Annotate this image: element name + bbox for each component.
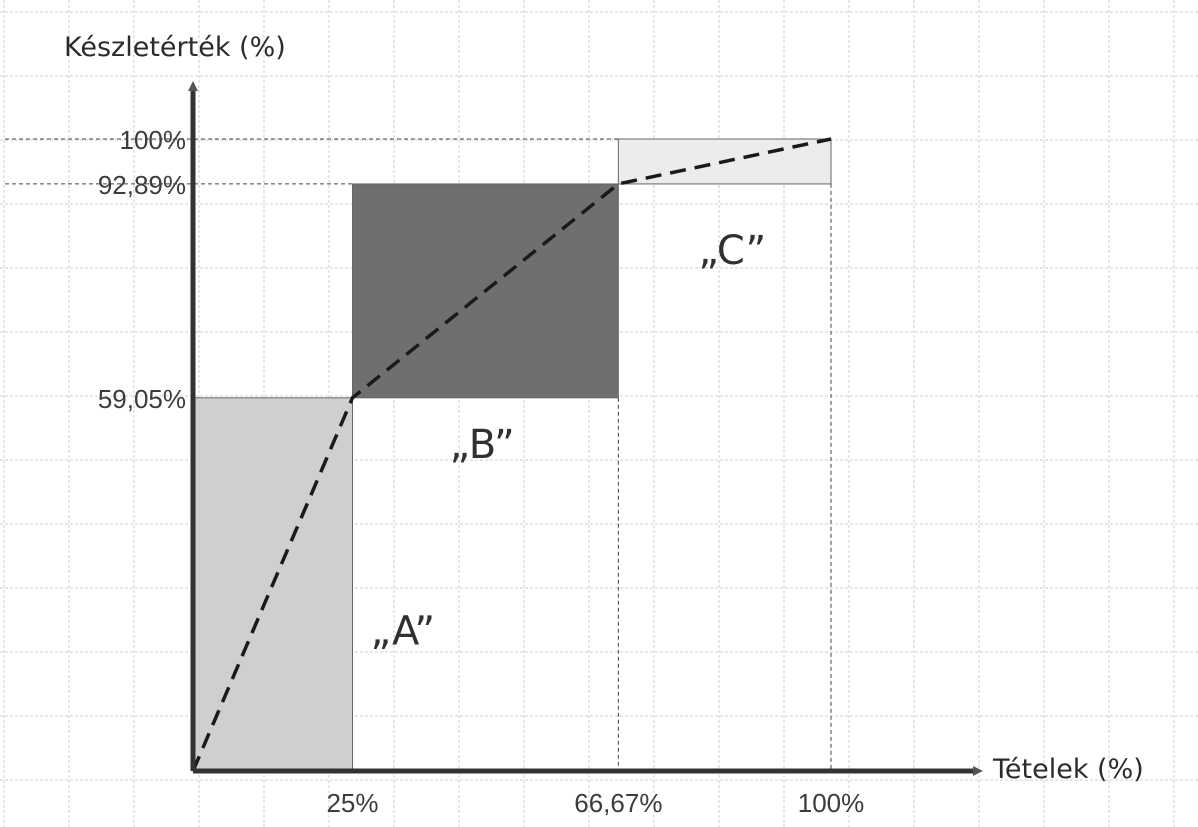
cumulative-curve <box>191 137 832 772</box>
class-label-a: „A” <box>371 609 436 655</box>
y-tick-label: 100% <box>120 125 187 155</box>
cumulative-curve-layer <box>191 137 832 772</box>
y-tick-label: 59,05% <box>98 384 186 414</box>
class-label-b: „B” <box>450 422 515 468</box>
x-axis-title: Tételek (%) <box>992 754 1144 785</box>
labels-layer: Készletérték (%) Tételek (%) 25% 66,67% 10… <box>64 32 1144 818</box>
x-tick-label: 100% <box>798 788 865 818</box>
y-tick-label: 92,89% <box>98 170 186 200</box>
class-label-c: „C” <box>698 228 766 274</box>
x-tick-label: 66,67% <box>574 788 662 818</box>
axes <box>188 81 983 776</box>
x-tick-label: 25% <box>326 788 378 818</box>
guide-lines <box>5 138 832 771</box>
y-axis-title: Készletérték (%) <box>64 32 286 63</box>
